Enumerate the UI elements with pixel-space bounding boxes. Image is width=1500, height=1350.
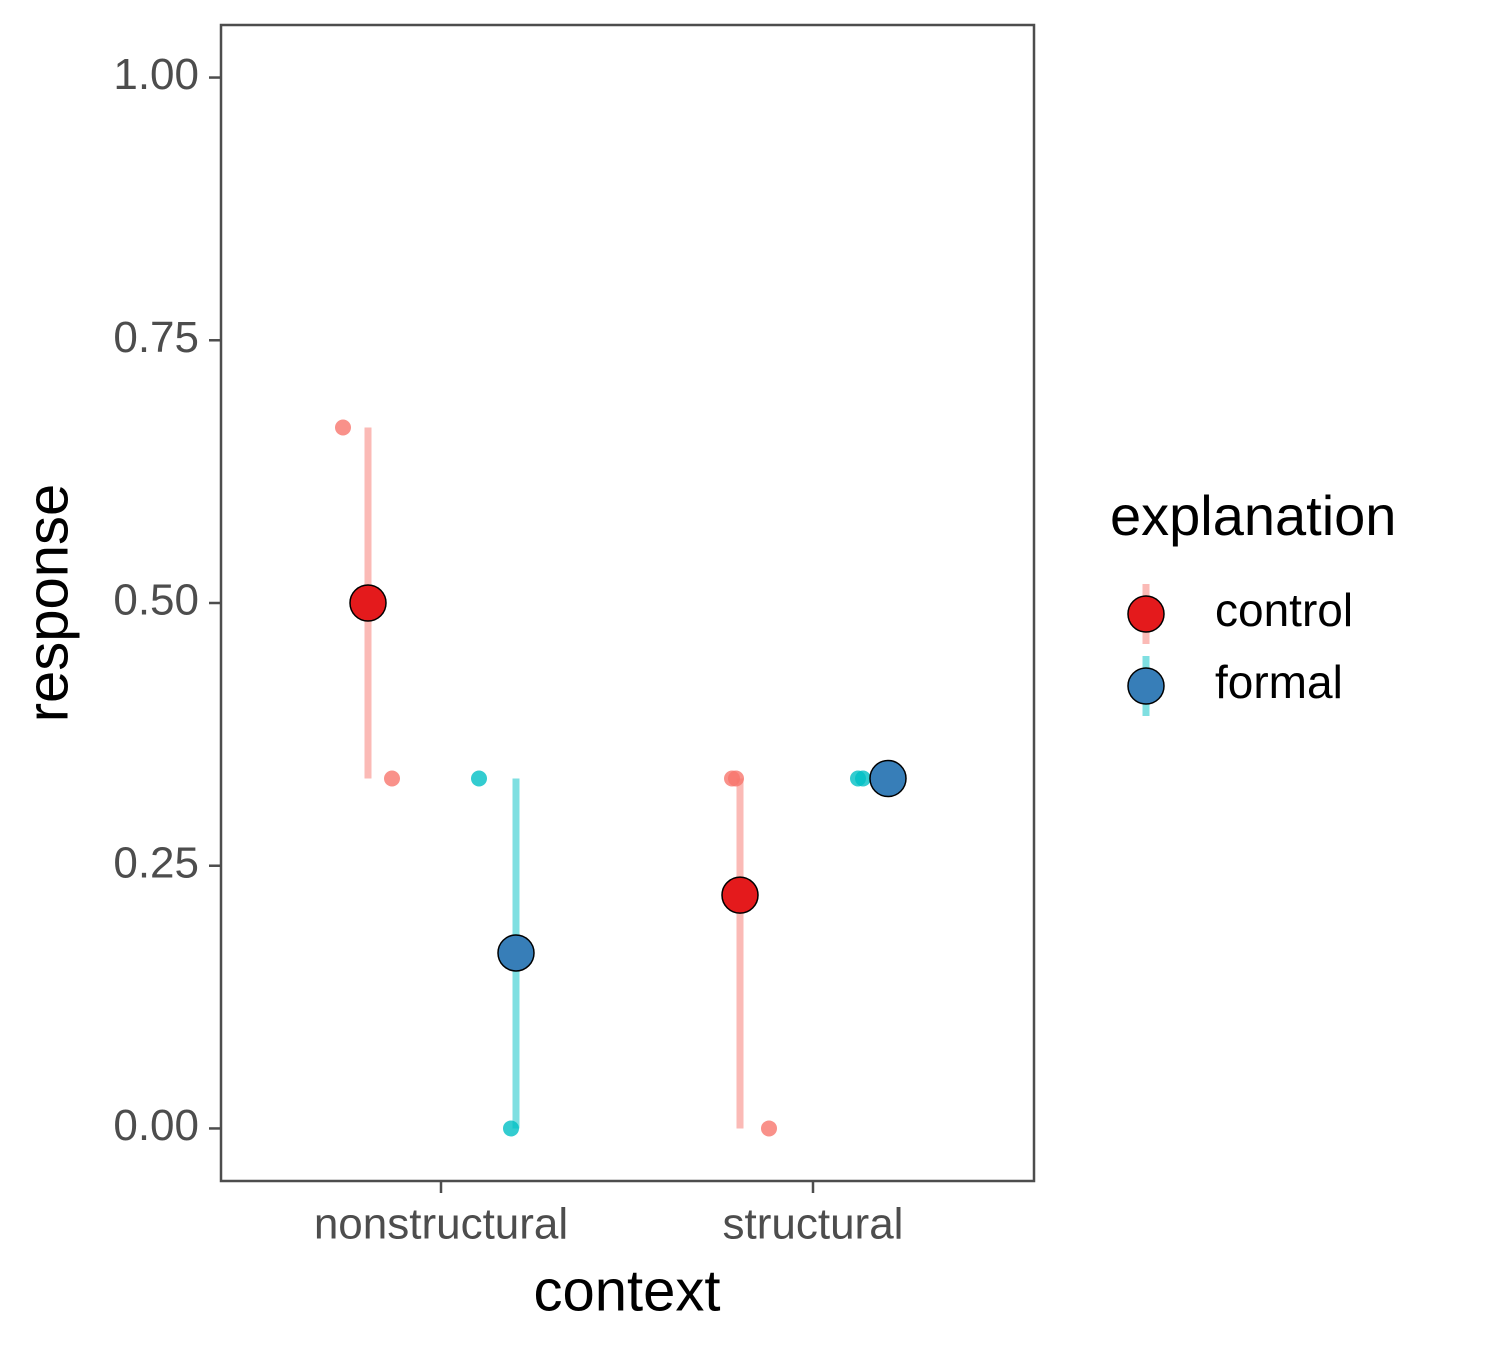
y-tick-label: 1.00: [113, 50, 199, 99]
mean-point: [497, 934, 535, 972]
y-tick-label: 0.50: [113, 576, 199, 625]
raw-point: [503, 1120, 519, 1137]
legend-label: control: [1215, 584, 1353, 636]
raw-point: [471, 770, 487, 787]
y-tick-label: 0.00: [113, 1101, 199, 1150]
x-tick-label: structural: [723, 1200, 904, 1249]
raw-point: [384, 770, 400, 787]
panel-border: [219, 23, 1036, 1183]
y-tick-label: 0.75: [113, 313, 199, 362]
legend-label: formal: [1215, 656, 1343, 708]
raw-point: [855, 770, 871, 787]
x-tick-label: nonstructural: [314, 1200, 568, 1249]
raw-point: [761, 1120, 777, 1137]
legend-title: explanation: [1110, 484, 1396, 547]
x-axis-title: context: [534, 1258, 721, 1323]
raw-point: [335, 419, 351, 436]
legend-key: [1127, 667, 1165, 705]
mean-point: [349, 584, 387, 622]
legend-key: [1127, 595, 1165, 633]
mean-point: [869, 759, 907, 798]
raw-point: [728, 770, 744, 787]
mean-point: [721, 876, 759, 914]
y-axis-title: response: [15, 484, 80, 723]
y-tick-label: 0.25: [113, 838, 199, 887]
